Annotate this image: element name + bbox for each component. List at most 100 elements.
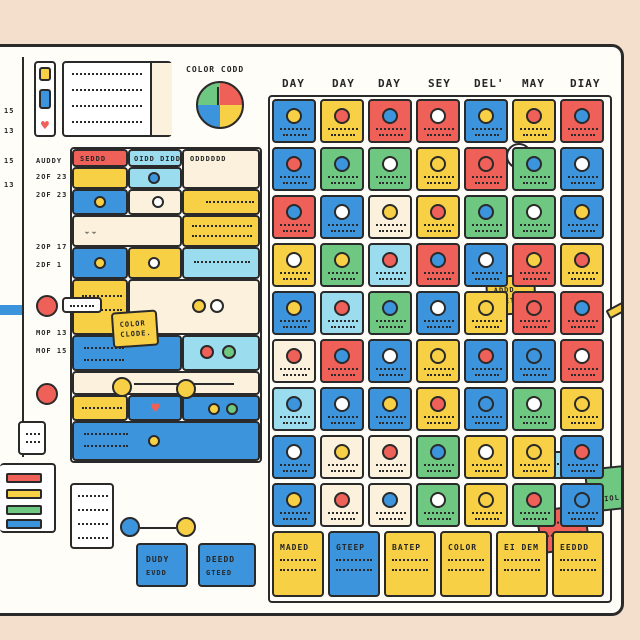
calendar-cell[interactable] — [464, 291, 508, 335]
calendar-cell[interactable] — [416, 483, 460, 527]
panel-block[interactable] — [72, 371, 260, 395]
mini-calendar[interactable] — [70, 483, 114, 549]
grid-bottom-card[interactable]: EEDDD — [552, 531, 604, 597]
calendar-cell[interactable] — [368, 99, 412, 143]
calendar-cell[interactable] — [368, 291, 412, 335]
calendar-cell[interactable] — [560, 291, 604, 335]
calendar-cell[interactable] — [416, 291, 460, 335]
marker-dot[interactable] — [176, 517, 196, 537]
panel-block[interactable] — [72, 395, 128, 421]
legend-swatch-yellow[interactable] — [6, 489, 42, 499]
calendar-cell[interactable] — [272, 339, 316, 383]
calendar-cell[interactable] — [464, 483, 508, 527]
calendar-cell[interactable] — [368, 483, 412, 527]
panel-block[interactable] — [182, 395, 260, 421]
calendar-cell[interactable] — [464, 339, 508, 383]
grid-bottom-card[interactable]: COLOR — [440, 531, 492, 597]
panel-block[interactable] — [72, 167, 128, 189]
panel-header-red[interactable]: SEDDD — [72, 149, 128, 167]
calendar-cell[interactable] — [368, 147, 412, 191]
calendar-cell[interactable] — [560, 147, 604, 191]
calendar-cell[interactable] — [320, 147, 364, 191]
calendar-cell[interactable] — [368, 387, 412, 431]
calendar-cell[interactable] — [512, 195, 556, 239]
calendar-cell[interactable] — [272, 387, 316, 431]
bottom-card[interactable]: DUDY EVDD — [136, 543, 188, 587]
panel-block[interactable] — [182, 247, 260, 279]
calendar-cell[interactable] — [560, 243, 604, 287]
marker-dot[interactable] — [36, 295, 58, 317]
calendar-cell[interactable] — [416, 387, 460, 431]
calendar-cell[interactable] — [272, 435, 316, 479]
panel-block[interactable] — [72, 421, 260, 461]
legend-swatch-red[interactable] — [6, 473, 42, 483]
document-icon[interactable] — [18, 421, 46, 455]
calendar-cell[interactable] — [320, 483, 364, 527]
toggle-yellow[interactable] — [39, 67, 51, 81]
grid-bottom-card[interactable]: MADED — [272, 531, 324, 597]
calendar-cell[interactable] — [320, 99, 364, 143]
calendar-cell[interactable] — [464, 147, 508, 191]
calendar-cell[interactable] — [512, 291, 556, 335]
panel-block[interactable] — [128, 189, 182, 215]
panel-block[interactable] — [128, 167, 182, 189]
calendar-cell[interactable] — [368, 435, 412, 479]
panel-block[interactable] — [72, 189, 128, 215]
calendar-cell[interactable] — [512, 483, 556, 527]
marker-dot[interactable] — [176, 379, 196, 399]
panel-header-blue[interactable]: OIDD DIDD — [128, 149, 182, 167]
calendar-cell[interactable] — [320, 339, 364, 383]
toggle-blue[interactable] — [39, 89, 51, 109]
panel-block[interactable] — [182, 215, 260, 247]
calendar-cell[interactable] — [368, 195, 412, 239]
calendar-cell[interactable] — [320, 435, 364, 479]
calendar-cell[interactable] — [416, 243, 460, 287]
bottom-card[interactable]: DEEDD GTEED — [198, 543, 256, 587]
legend-swatch-green[interactable] — [6, 505, 42, 515]
calendar-cell[interactable] — [512, 147, 556, 191]
calendar-cell[interactable] — [560, 435, 604, 479]
legend-swatch-blue[interactable] — [6, 519, 42, 529]
calendar-cell[interactable] — [512, 435, 556, 479]
grid-bottom-card[interactable]: GTEEP — [328, 531, 380, 597]
marker-dot[interactable] — [112, 377, 132, 397]
calendar-cell[interactable] — [464, 387, 508, 431]
calendar-cell[interactable] — [320, 243, 364, 287]
calendar-cell[interactable] — [560, 195, 604, 239]
calendar-cell[interactable] — [560, 99, 604, 143]
calendar-cell[interactable] — [272, 483, 316, 527]
calendar-cell[interactable] — [320, 195, 364, 239]
calendar-cell[interactable] — [272, 99, 316, 143]
calendar-cell[interactable] — [272, 291, 316, 335]
calendar-cell[interactable] — [464, 195, 508, 239]
calendar-cell[interactable] — [320, 387, 364, 431]
calendar-cell[interactable] — [512, 339, 556, 383]
calendar-cell[interactable] — [512, 243, 556, 287]
marker-dot[interactable] — [120, 517, 140, 537]
calendar-cell[interactable] — [416, 147, 460, 191]
grid-bottom-card[interactable]: BATEP — [384, 531, 436, 597]
panel-block[interactable]: ♥ — [128, 395, 182, 421]
panel-block[interactable]: ᵕᵕ — [72, 215, 182, 247]
grid-bottom-card[interactable]: EI DEM — [496, 531, 548, 597]
calendar-cell[interactable] — [320, 291, 364, 335]
calendar-cell[interactable] — [512, 99, 556, 143]
color-clock-note[interactable]: COLOR CLODE. — [110, 309, 160, 349]
mini-toggle-widget[interactable]: ♥ — [34, 61, 56, 137]
panel-block[interactable] — [128, 247, 182, 279]
calendar-cell[interactable] — [368, 339, 412, 383]
calendar-cell[interactable] — [560, 339, 604, 383]
calendar-cell[interactable] — [272, 243, 316, 287]
calendar-cell[interactable] — [464, 435, 508, 479]
panel-block[interactable] — [72, 247, 128, 279]
calendar-cell[interactable] — [416, 195, 460, 239]
calendar-cell[interactable] — [464, 99, 508, 143]
panel-block[interactable] — [182, 335, 260, 371]
calendar-cell[interactable] — [272, 195, 316, 239]
marker-dot[interactable] — [36, 383, 58, 405]
calendar-cell[interactable] — [416, 339, 460, 383]
panel-block[interactable] — [182, 189, 260, 215]
calendar-cell[interactable] — [560, 387, 604, 431]
calendar-cell[interactable] — [512, 387, 556, 431]
panel-header-cream[interactable]: ODDDDDD — [182, 149, 260, 189]
